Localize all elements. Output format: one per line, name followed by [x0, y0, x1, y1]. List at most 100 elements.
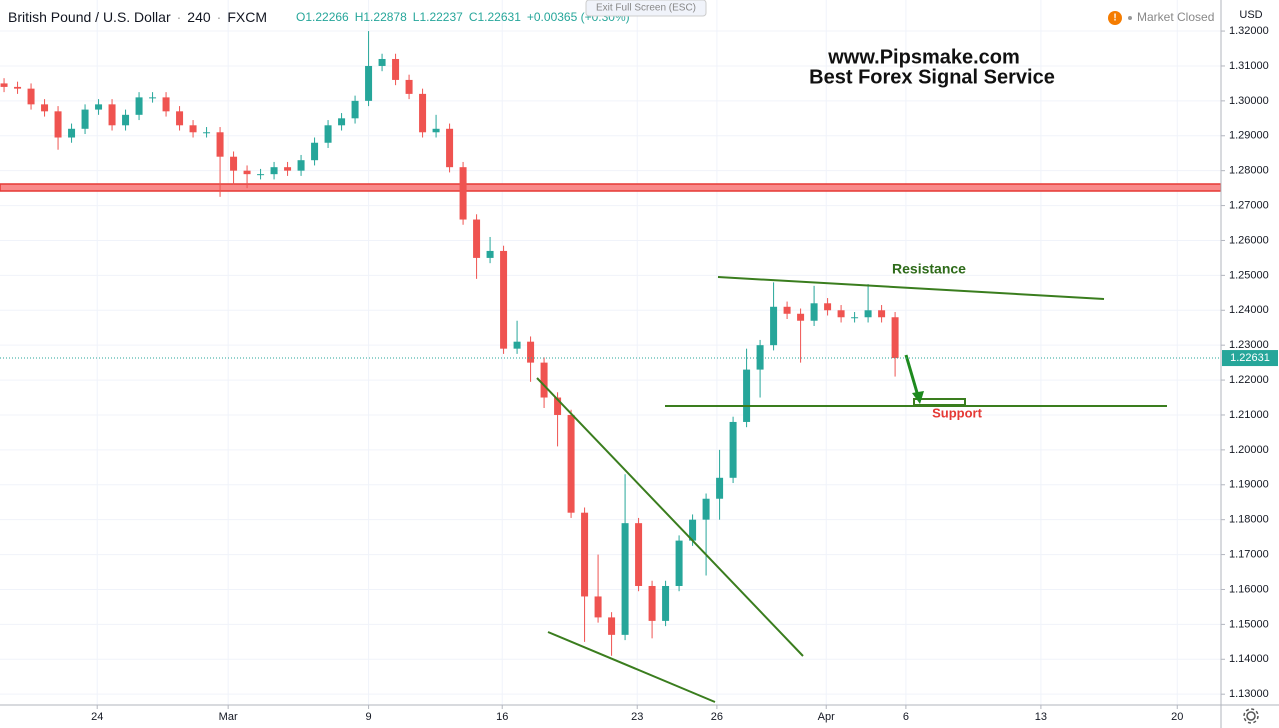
body	[743, 369, 751, 422]
body	[108, 104, 116, 126]
body	[797, 313, 805, 321]
y-tick-label: 1.28000	[1229, 165, 1269, 177]
body	[837, 310, 845, 318]
y-tick-label: 1.20000	[1229, 444, 1269, 456]
body	[675, 540, 683, 586]
body	[567, 414, 575, 513]
arrow-head	[912, 391, 924, 404]
body	[878, 310, 886, 318]
body	[608, 617, 616, 635]
status-icon	[1108, 11, 1122, 25]
y-tick-label: 1.22000	[1229, 374, 1269, 386]
status-icon-mark: !	[1113, 13, 1116, 24]
x-tick-label: 23	[631, 711, 643, 723]
x-tick-label: Apr	[818, 711, 835, 723]
y-tick-label: 1.18000	[1229, 514, 1269, 526]
body	[27, 88, 35, 105]
body	[338, 118, 346, 126]
settings-icon[interactable]	[1243, 708, 1259, 724]
x-tick-label: Mar	[219, 711, 238, 723]
open: O1.22266	[296, 10, 349, 24]
last-price-label: 1.22631	[1230, 352, 1270, 364]
y-tick-label: 1.31000	[1229, 60, 1269, 72]
body	[0, 83, 8, 87]
body	[216, 132, 224, 157]
body	[351, 100, 359, 119]
body	[689, 519, 697, 541]
target-box	[913, 398, 966, 406]
resistance-zone	[0, 183, 1222, 192]
body	[716, 477, 724, 499]
body	[783, 306, 791, 314]
axes: 1.13000 1.14000 1.15000 1.16000 1.17000 1.180…	[91, 25, 1269, 723]
body	[419, 93, 427, 133]
last-price-box	[1222, 350, 1278, 367]
body	[594, 596, 602, 618]
x-tick-label: 6	[903, 711, 909, 723]
body	[527, 341, 535, 363]
sep: ·	[177, 9, 182, 25]
currency: USD	[1239, 9, 1262, 21]
body	[41, 104, 49, 112]
body	[68, 128, 76, 138]
sep: ·	[217, 9, 222, 25]
annotation: Resistance	[892, 261, 966, 277]
body	[95, 104, 103, 110]
body	[554, 397, 562, 415]
y-tick-label: 1.21000	[1229, 409, 1269, 421]
body	[189, 125, 197, 133]
arrow	[904, 354, 920, 397]
resistance-line	[717, 276, 1105, 300]
grid	[0, 0, 1221, 705]
wedge-upper	[536, 377, 804, 657]
drawings	[536, 276, 1167, 703]
annotation: www.Pipsmake.com	[827, 46, 1020, 68]
body	[230, 156, 238, 171]
body	[824, 303, 832, 311]
body	[513, 341, 521, 349]
y-tick-label: 1.29000	[1229, 130, 1269, 142]
y-tick-label: 1.25000	[1229, 269, 1269, 281]
body	[203, 132, 211, 134]
body	[459, 167, 467, 220]
symbol: British Pound / U.S. Dollar · 240 · FXCM	[8, 9, 267, 25]
body	[432, 128, 440, 133]
y-tick-label: 1.14000	[1229, 653, 1269, 665]
body	[392, 58, 400, 80]
body	[324, 125, 332, 143]
body	[122, 114, 130, 126]
y-tick-label: 1.27000	[1229, 199, 1269, 211]
body	[162, 97, 170, 112]
body	[662, 585, 670, 621]
body	[851, 317, 859, 319]
annotation: Support	[932, 405, 982, 420]
body	[297, 160, 305, 171]
body	[243, 170, 251, 175]
body	[446, 128, 454, 168]
high: H1.22878	[355, 10, 407, 24]
y-tick-label: 1.26000	[1229, 234, 1269, 246]
annotation: Best Forex Signal Service	[809, 66, 1055, 88]
body	[770, 306, 778, 346]
body	[257, 174, 265, 176]
body	[891, 317, 899, 359]
x-tick-label: 13	[1035, 711, 1047, 723]
body	[311, 142, 319, 161]
symbol-name: British Pound / U.S. Dollar	[8, 9, 171, 25]
interval: 240	[187, 9, 211, 25]
body	[149, 97, 157, 99]
close: C1.22631	[469, 10, 521, 24]
body	[284, 167, 292, 171]
body	[635, 523, 643, 586]
exit-fullscreen[interactable]	[585, 0, 707, 17]
y-tick-label: 1.19000	[1229, 479, 1269, 491]
body	[14, 86, 22, 89]
body	[621, 523, 629, 635]
body	[135, 97, 143, 115]
x-tick-label: 16	[496, 711, 508, 723]
exit-hint[interactable]: Exit Full Screen (ESC)	[596, 3, 696, 14]
body	[729, 421, 737, 478]
body	[864, 310, 872, 318]
